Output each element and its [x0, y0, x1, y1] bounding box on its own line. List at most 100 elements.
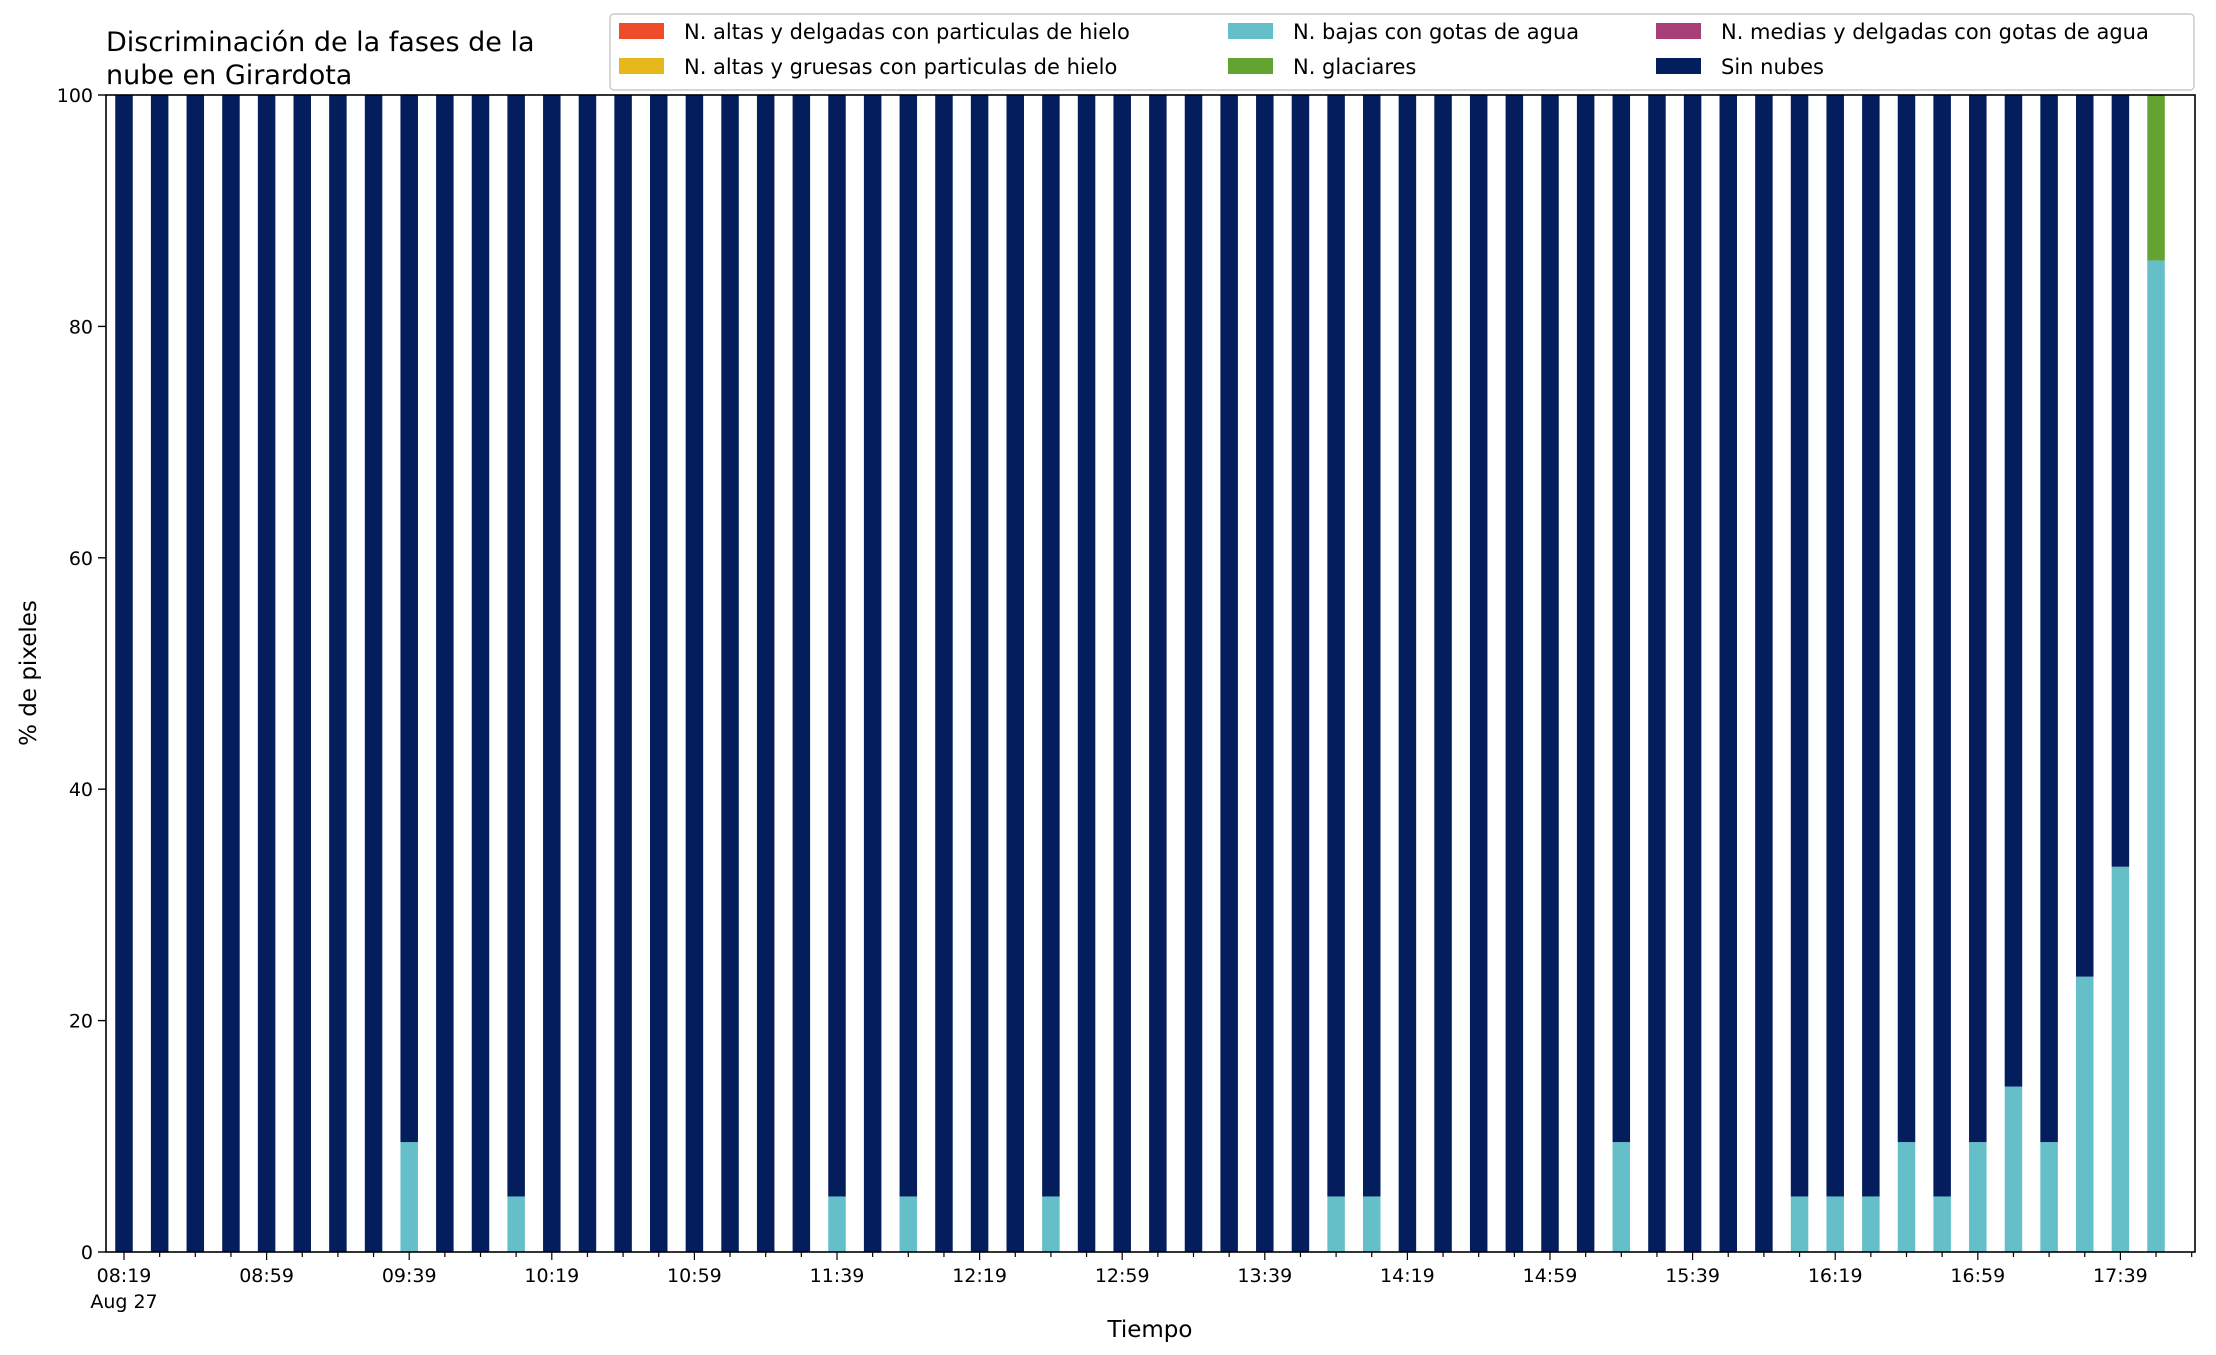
bar-segment	[935, 95, 953, 1252]
bar-segment	[150, 95, 169, 1252]
bar-segment	[685, 95, 704, 1252]
bar-segment	[2004, 95, 2023, 1087]
bar-segment	[828, 95, 846, 1197]
bar-segment	[1469, 95, 1488, 1252]
legend-label: N. altas y delgadas con particulas de hi…	[684, 20, 1130, 44]
bar-segment	[507, 1196, 525, 1252]
x-tick-label: 10:59	[667, 1265, 722, 1287]
bar-segment	[436, 95, 454, 1252]
bar-segment	[2147, 95, 2165, 261]
bar-segment	[1790, 95, 1809, 1197]
legend-swatch	[1228, 58, 1273, 74]
bar-segment	[2004, 1086, 2023, 1252]
bar-segment	[578, 95, 597, 1252]
bar-segment	[2076, 95, 2094, 977]
bar-segment	[1612, 1142, 1631, 1252]
bar-segment	[1149, 95, 1167, 1252]
bar-segment	[1826, 1196, 1844, 1252]
bar-segment	[507, 95, 525, 1197]
x-tick-label: 16:19	[1808, 1265, 1863, 1287]
x-tick-label: 14:59	[1523, 1265, 1578, 1287]
bar-segment	[1434, 95, 1452, 1252]
bar-segment	[1398, 95, 1417, 1252]
legend-swatch	[1228, 23, 1273, 39]
legend-label: N. bajas con gotas de agua	[1293, 20, 1579, 44]
x-tick-label: 12:59	[1095, 1265, 1150, 1287]
bar-segment	[1327, 95, 1345, 1197]
y-tick-label: 100	[57, 85, 93, 107]
x-axis-label: Tiempo	[1107, 1317, 1193, 1343]
bar-segment	[257, 95, 276, 1252]
bar-segment	[721, 95, 739, 1252]
legend-label: Sin nubes	[1721, 55, 1824, 79]
bar-segment	[1363, 95, 1381, 1197]
x-tick-label: 16:59	[1950, 1265, 2005, 1287]
bar-segment	[1042, 95, 1060, 1197]
bar-segment	[970, 95, 989, 1252]
bar-segment	[543, 95, 561, 1252]
bar-segment	[293, 95, 311, 1252]
bar-segment	[756, 95, 775, 1252]
bar-segment	[1113, 95, 1131, 1252]
bar-segment	[2111, 95, 2130, 867]
x-tick-label: 10:19	[524, 1265, 579, 1287]
bar-segment	[1862, 1196, 1880, 1252]
bar-segment	[1220, 95, 1238, 1252]
bar-segment	[471, 95, 490, 1252]
bar-segment	[1256, 95, 1274, 1252]
x-tick-label: 08:19	[97, 1265, 152, 1287]
bar-segment	[828, 1196, 846, 1252]
bar-segment	[792, 95, 811, 1252]
x-tick-label: 17:39	[2093, 1265, 2148, 1287]
bar-segment	[1862, 95, 1880, 1197]
bar-segment	[1505, 95, 1524, 1252]
legend-swatch	[619, 58, 664, 74]
bar-segment	[2076, 976, 2094, 1252]
x-tick-sublabel: Aug 27	[90, 1291, 157, 1313]
bar-segment	[1969, 1142, 1987, 1252]
y-tick-label: 0	[81, 1242, 93, 1264]
bar-segment	[1327, 1196, 1345, 1252]
bar-segment	[1719, 95, 1737, 1252]
bar-segment	[2040, 1142, 2058, 1252]
legend-label: N. medias y delgadas con gotas de agua	[1721, 20, 2149, 44]
bar-segment	[1755, 95, 1773, 1252]
bar-segment	[899, 1196, 918, 1252]
x-tick-label: 13:39	[1237, 1265, 1292, 1287]
bar-segment	[222, 95, 240, 1252]
bar-segment	[2040, 95, 2058, 1143]
bar-segment	[1077, 95, 1096, 1252]
bar-segment	[1541, 95, 1559, 1252]
x-tick-label: 14:19	[1380, 1265, 1435, 1287]
bar-segment	[364, 95, 383, 1252]
bar-segment	[1363, 1196, 1381, 1252]
bar-segment	[1826, 95, 1844, 1197]
bar-segment	[186, 95, 205, 1252]
bar-segment	[1683, 95, 1702, 1252]
x-tick-label: 11:39	[810, 1265, 865, 1287]
legend-frame	[609, 13, 2195, 91]
x-tick-label: 15:39	[1665, 1265, 1720, 1287]
bar-segment	[1897, 1142, 1916, 1252]
bar-segment	[1612, 95, 1631, 1143]
x-tick-label: 08:59	[239, 1265, 294, 1287]
legend-swatch	[1656, 23, 1701, 39]
bar-segment	[1933, 1196, 1951, 1252]
legend: N. altas y delgadas con particulas de hi…	[609, 13, 2195, 91]
bar-segment	[1291, 95, 1310, 1252]
bar-segment	[1184, 95, 1203, 1252]
y-axis-label: % de pixeles	[16, 600, 42, 746]
bar-segment	[400, 95, 418, 1143]
bar-segment	[1006, 95, 1024, 1252]
bar-segment	[1648, 95, 1666, 1252]
bar-stack-layer	[115, 95, 2165, 1252]
bar-segment	[614, 95, 632, 1252]
bar-segment	[1897, 95, 1916, 1143]
bar-segment	[650, 95, 668, 1252]
bar-segment	[1042, 1196, 1060, 1252]
bar-segment	[2147, 260, 2165, 1252]
bar-segment	[400, 1142, 418, 1252]
legend-swatch	[1656, 58, 1701, 74]
axes-layer: 0 20 40 60 80 100 08:19 08:59 09:39 10:19 10:59 11:…	[57, 85, 2193, 1313]
